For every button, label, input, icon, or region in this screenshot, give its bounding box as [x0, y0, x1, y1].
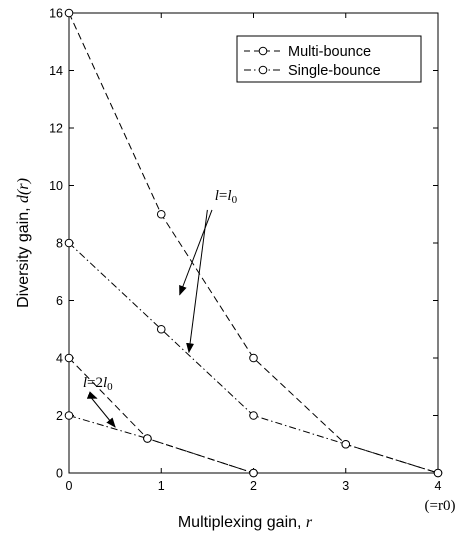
y-tick-label: 2 [56, 409, 63, 423]
y-tick-label: 8 [56, 237, 63, 251]
y-tick-label: 14 [49, 64, 63, 78]
x-tick-label: 3 [342, 479, 349, 493]
data-point [64, 238, 74, 248]
legend-multi-bounce-marker [258, 46, 268, 56]
data-point [64, 8, 74, 18]
legend-multi-bounce-label: Multi-bounce [288, 44, 371, 60]
data-point [249, 353, 258, 363]
annotation-label-1: l=2l0 [83, 375, 113, 393]
y-axis-label-var: d [15, 194, 32, 203]
y-axis-label: Diversity gain, d(r) [15, 178, 32, 308]
y-tick-label: 16 [49, 7, 63, 21]
x-tick-label: 4 [435, 479, 442, 493]
x-axis-label-var: r [306, 514, 313, 531]
annotation-arrow [179, 209, 213, 296]
x-axis-label-text: Multiplexing gain, [178, 514, 302, 531]
x-end-note: (=r0) [425, 498, 456, 514]
legend-single-bounce-label: Single-bounce [288, 63, 381, 79]
y-tick-label: 6 [56, 294, 63, 308]
data-point [64, 353, 74, 363]
x-tick-label: 2 [250, 479, 257, 493]
data-point [249, 411, 258, 420]
annotation-arrow [186, 209, 208, 354]
data-point [249, 468, 258, 478]
legend: Multi-bounce Single-bounce [236, 35, 422, 83]
data-point [156, 324, 166, 334]
y-tick-label: 10 [49, 179, 63, 193]
x-tick-label: 1 [158, 479, 165, 493]
y-tick-label: 4 [56, 352, 63, 366]
x-axis-label: Multiplexing gain, r [178, 514, 313, 531]
annotation-arrow [88, 395, 116, 428]
data-point [156, 209, 166, 219]
y-axis-label-arg: (r) [15, 178, 32, 195]
y-axis-label-text: Diversity gain, [15, 207, 32, 307]
annotation-arrow [86, 391, 98, 399]
legend-single-bounce-marker [258, 65, 268, 75]
data-point [433, 468, 443, 478]
y-tick-label: 0 [56, 467, 63, 481]
annotation-label-0: l=l0 [215, 188, 238, 206]
x-tick-label: 0 [66, 479, 73, 493]
y-tick-label: 12 [49, 122, 63, 136]
data-point [341, 439, 351, 449]
series-line-3 [68, 415, 254, 474]
data-point [64, 411, 74, 420]
legend-box [236, 35, 422, 83]
data-point [143, 434, 152, 443]
